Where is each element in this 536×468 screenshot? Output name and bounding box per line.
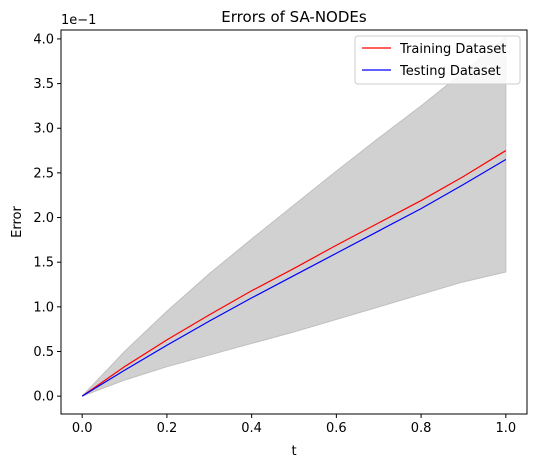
x-tick-label: 0.2 [157, 421, 178, 436]
x-tick-label: 0.0 [72, 421, 93, 436]
y-tick-label: 2.5 [33, 166, 54, 181]
series-line-training [81, 150, 507, 397]
y-axis: 0.0 0.5 1.0 1.5 2.0 2.5 3.0 3.5 4.0 [33, 32, 61, 405]
x-tick-label: 0.4 [241, 421, 262, 436]
series-line-testing [81, 158, 507, 397]
series-layer [81, 150, 507, 397]
y-tick-label: 4.0 [33, 32, 54, 47]
legend-label-testing: Testing Dataset [399, 64, 501, 79]
y-axis-label: Error [10, 206, 25, 238]
legend-label-training: Training Dataset [399, 42, 506, 57]
plot-area [60, 29, 528, 415]
legend: Training Dataset Testing Dataset [354, 35, 521, 85]
error-band [81, 36, 507, 397]
x-axis: 0.0 0.2 0.4 0.6 0.8 1.0 [72, 414, 516, 436]
axes-frame [60, 29, 528, 415]
band-layer [81, 36, 507, 397]
y-tick-label: 0.0 [33, 390, 54, 405]
y-tick-label: 1.0 [33, 300, 54, 315]
x-axis-label: t [291, 444, 296, 459]
y-tick-label: 3.0 [33, 122, 54, 137]
y-tick-label: 3.5 [33, 77, 54, 92]
y-tick-label: 2.0 [33, 211, 54, 226]
chart-title: Errors of SA-NODEs [221, 8, 367, 26]
y-tick-label: 1.5 [33, 256, 54, 271]
y-tick-label: 0.5 [33, 345, 54, 360]
x-tick-label: 0.8 [411, 421, 432, 436]
x-tick-label: 0.6 [326, 421, 347, 436]
legend-box [354, 35, 521, 85]
y-scale-offset-label: 1e−1 [61, 13, 96, 28]
x-tick-label: 1.0 [495, 421, 516, 436]
